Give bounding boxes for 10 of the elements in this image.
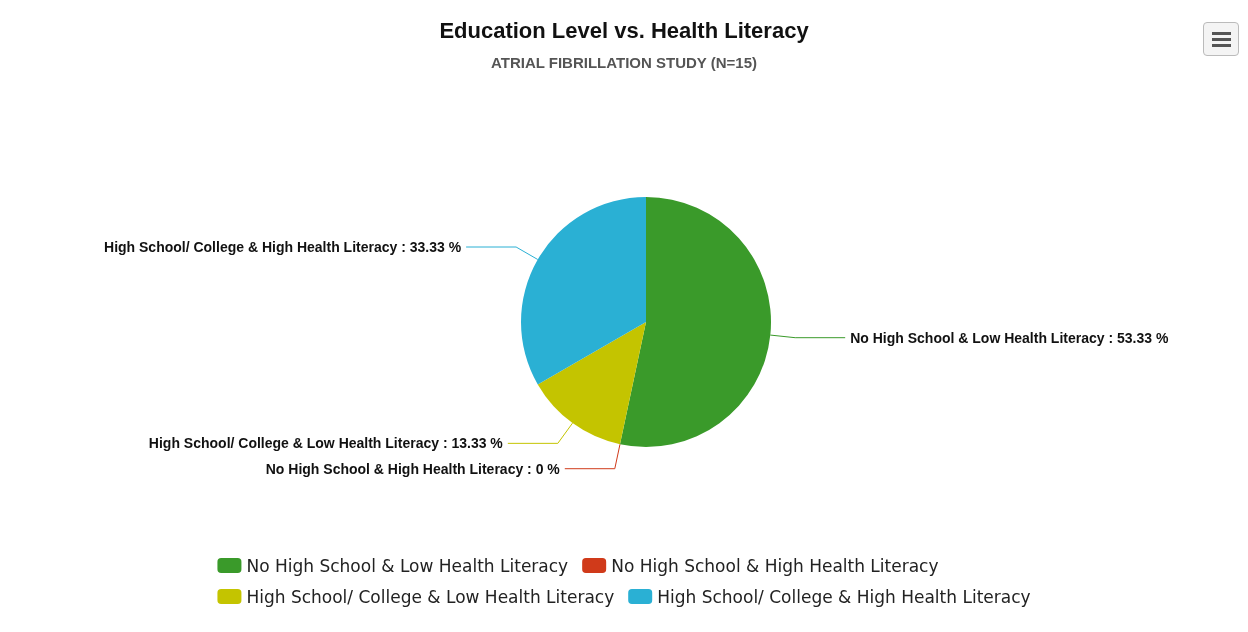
category-label: High School/ College & High Health Literacy : 33.33 % [104,239,462,255]
legend-label: No High School & High Health Literacy [611,555,939,576]
category-label: High School/ College & Low Health Literacy : 13.33 % [148,435,503,452]
legend-label: High School/ College & High Health Literacy [657,586,1031,607]
legend-label: No High School & Low Health Literacy [246,555,569,576]
chart-title: Education Level vs. Health Literacy [439,17,810,43]
legend-label: High School/ College & Low Health Literacy [246,586,615,607]
chart-subtitle: ATRIAL FIBRILLATION STUDY (N=15) [491,54,757,71]
category-label: No High School & High Health Literacy : 0 % [265,460,560,477]
category-label: No High School & Low Health Literacy : 53.33 % [850,329,1169,346]
